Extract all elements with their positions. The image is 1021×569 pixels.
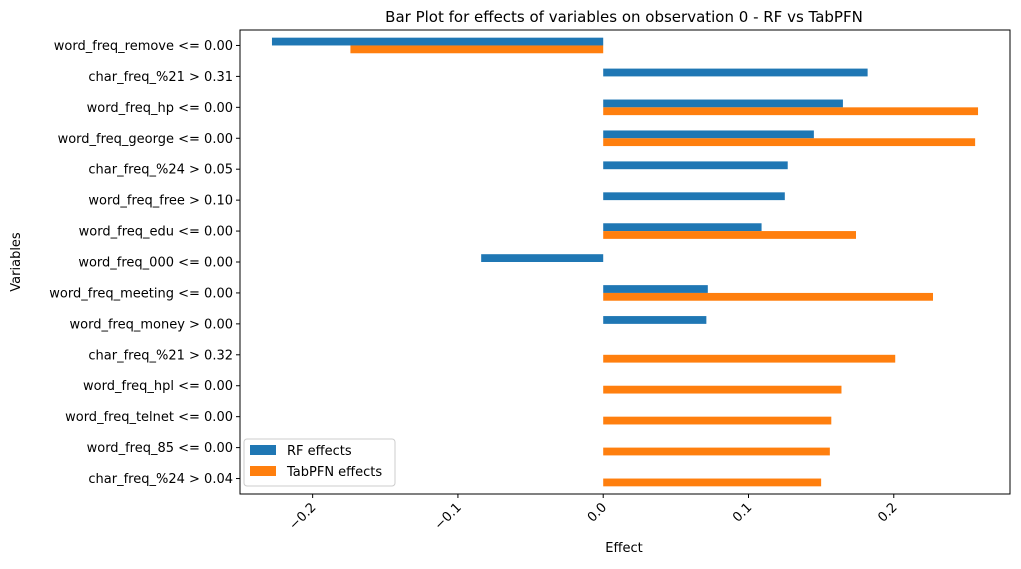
y-tick-label-4: char_freq_%24 > 0.05 xyxy=(88,163,233,178)
bar-rf-8 xyxy=(603,285,708,293)
y-tick-label-3: word_freq_george <= 0.00 xyxy=(58,132,233,147)
legend-swatch-tabpfn xyxy=(250,466,276,476)
bar-tabpfn-6 xyxy=(603,231,856,239)
bar-rf-7 xyxy=(481,254,604,262)
y-tick-label-5: word_freq_free > 0.10 xyxy=(88,194,233,209)
legend-swatch-rf xyxy=(250,445,276,455)
y-tick-label-1: char_freq_%21 > 0.31 xyxy=(88,70,233,85)
bar-tabpfn-3 xyxy=(603,138,976,147)
x-axis-title: Effect xyxy=(605,541,642,556)
bar-tabpfn-0 xyxy=(350,45,604,54)
y-tick-label-11: word_freq_hpl <= 0.00 xyxy=(83,379,233,394)
legend-label-tabpfn: TabPFN effects xyxy=(286,465,382,480)
y-tick-label-2: word_freq_hp <= 0.00 xyxy=(87,101,233,116)
bar-tabpfn-10 xyxy=(603,354,896,363)
x-tick-label-0: −0.2 xyxy=(287,500,320,533)
y-tick-label-14: char_freq_%24 > 0.04 xyxy=(88,472,233,487)
y-tick-label-13: word_freq_85 <= 0.00 xyxy=(87,441,233,456)
bar-rf-5 xyxy=(603,192,785,201)
y-axis: word_freq_remove <= 0.00 char_freq_%21 > … xyxy=(49,39,240,487)
bar-tabpfn-12 xyxy=(603,416,832,425)
y-tick-label-9: word_freq_money > 0.00 xyxy=(70,317,234,332)
y-tick-label-6: word_freq_edu <= 0.00 xyxy=(79,225,233,240)
x-tick-label-1: −0.1 xyxy=(432,500,465,533)
bar-rf-3 xyxy=(603,130,814,139)
x-tick-label-2: 0.0 xyxy=(585,500,610,525)
y-tick-label-12: word_freq_telnet <= 0.00 xyxy=(65,410,233,425)
chart-title: Bar Plot for effects of variables on obs… xyxy=(385,8,863,26)
x-axis: −0.2 −0.1 0.0 0.1 0.2 xyxy=(287,494,901,533)
y-tick-label-8: word_freq_meeting <= 0.00 xyxy=(49,286,233,301)
legend-box xyxy=(243,438,396,487)
y-axis-title: Variables xyxy=(9,232,24,292)
bar-tabpfn-2 xyxy=(603,107,979,116)
x-tick-label-4: 0.2 xyxy=(875,500,900,525)
bar-tabpfn-13 xyxy=(603,447,830,456)
bars-layer xyxy=(271,37,979,487)
y-tick-label-10: char_freq_%21 > 0.32 xyxy=(88,348,233,363)
bar-rf-4 xyxy=(603,161,788,170)
bar-rf-1 xyxy=(603,68,868,77)
bar-tabpfn-8 xyxy=(603,292,933,301)
y-tick-label-7: word_freq_000 <= 0.00 xyxy=(78,256,233,271)
bar-rf-0 xyxy=(271,37,604,46)
y-tick-label-0: word_freq_remove <= 0.00 xyxy=(54,39,233,54)
bar-rf-9 xyxy=(603,316,707,324)
bar-rf-2 xyxy=(603,99,843,108)
legend-label-rf: RF effects xyxy=(287,444,352,459)
x-tick-label-3: 0.1 xyxy=(730,500,755,525)
bar-tabpfn-11 xyxy=(603,385,842,394)
bar-rf-6 xyxy=(603,223,762,232)
bar-tabpfn-14 xyxy=(603,478,822,487)
legend: RF effects TabPFN effects xyxy=(243,438,396,487)
